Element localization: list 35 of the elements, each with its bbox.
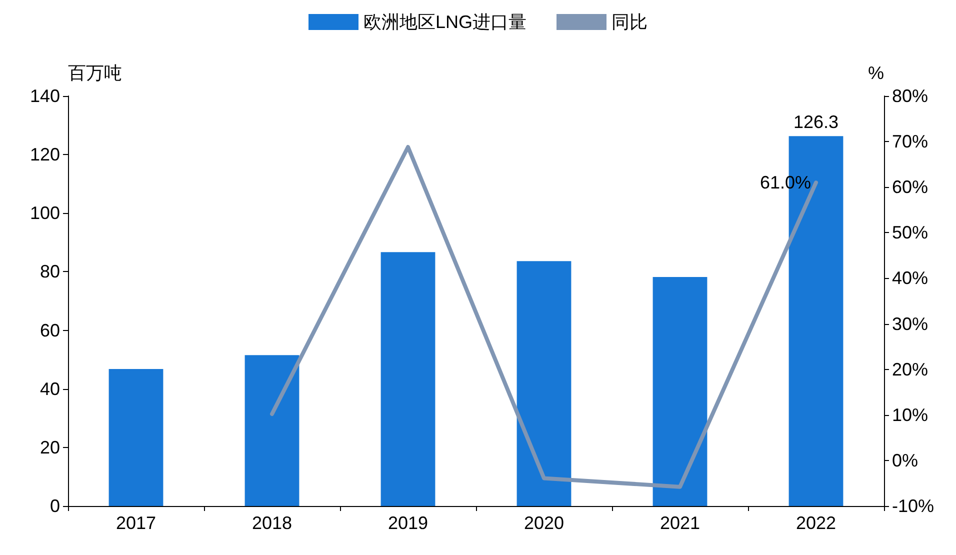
y-tick-label: 0 bbox=[50, 496, 60, 516]
y-tick-label: 120 bbox=[30, 144, 60, 165]
y-tick-label: 140 bbox=[30, 86, 60, 106]
y-tick-label: 60 bbox=[40, 320, 60, 340]
line-series bbox=[270, 145, 818, 489]
bar bbox=[380, 252, 436, 506]
bar bbox=[516, 261, 572, 506]
y-tick-label: 40 bbox=[40, 378, 60, 399]
y2-tick-label: 0% bbox=[892, 450, 918, 470]
x-tick-label: 2019 bbox=[388, 513, 428, 533]
y2-tick-label: 80% bbox=[892, 86, 928, 106]
y-tick-label: 20 bbox=[40, 437, 60, 458]
data-label: 126.3 bbox=[793, 112, 839, 132]
y-tick-label: 80 bbox=[40, 262, 60, 282]
legend-label: 同比 bbox=[612, 12, 648, 32]
y-tick-label: 100 bbox=[30, 203, 60, 224]
x-tick-label: 2017 bbox=[116, 513, 156, 533]
y2-axis-title: % bbox=[868, 63, 884, 83]
y2-tick-label: 50% bbox=[892, 222, 928, 243]
bar bbox=[108, 368, 164, 506]
y2-tick-label: 60% bbox=[892, 177, 928, 198]
bar bbox=[244, 355, 300, 506]
x-tick-label: 2021 bbox=[660, 513, 700, 533]
x-tick-label: 2022 bbox=[796, 513, 836, 533]
y2-tick-label: 10% bbox=[892, 404, 928, 425]
bar bbox=[652, 276, 708, 506]
y2-tick-label: 70% bbox=[892, 132, 928, 152]
x-tick-label: 2018 bbox=[252, 513, 292, 533]
legend-label: 欧洲地区LNG进口量 bbox=[363, 12, 527, 32]
y2-tick-label: 40% bbox=[892, 268, 928, 288]
y2-tick-label: 30% bbox=[892, 314, 928, 334]
y2-tick-label: 20% bbox=[892, 359, 928, 380]
y-axis-title: 百万吨 bbox=[68, 63, 122, 83]
y2-tick-label: -10% bbox=[892, 496, 934, 516]
x-tick-label: 2020 bbox=[524, 513, 564, 533]
